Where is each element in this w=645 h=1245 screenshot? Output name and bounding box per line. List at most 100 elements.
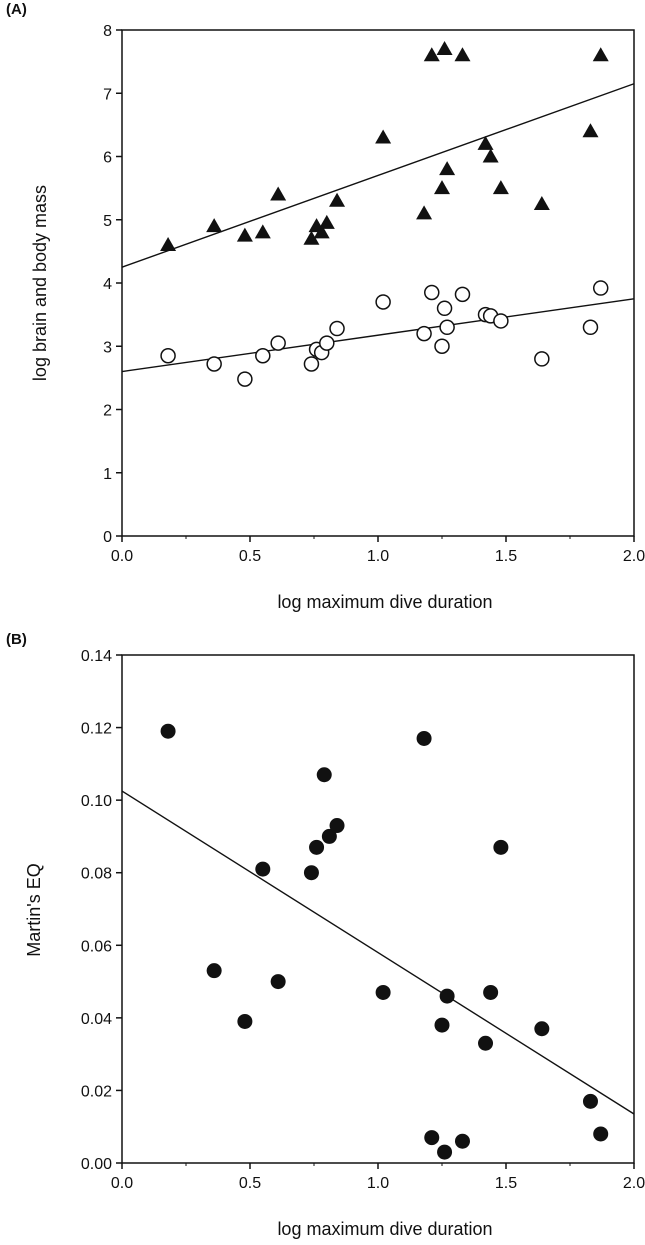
y-tick-label: 4 bbox=[103, 276, 112, 293]
panel-a-label: (A) bbox=[6, 1, 27, 18]
data-point-filled-circle bbox=[439, 988, 455, 1004]
data-point-filled-circle bbox=[329, 818, 345, 834]
x-tick-label: 2.0 bbox=[623, 548, 645, 565]
data-point-triangle bbox=[477, 135, 494, 150]
data-point-open-circle bbox=[434, 338, 450, 354]
data-point-open-circle bbox=[592, 280, 609, 296]
data-point-open-circle bbox=[424, 284, 440, 301]
panel-b-x-axis: 0.0 0.5 1.0 1.5 2.0 bbox=[111, 1163, 645, 1192]
panel-a-points bbox=[160, 40, 609, 387]
data-point-triangle bbox=[160, 237, 177, 252]
data-point-triangle bbox=[416, 205, 433, 220]
data-point-triangle bbox=[329, 192, 346, 207]
data-point-open-circle bbox=[416, 325, 432, 342]
data-point-triangle bbox=[434, 180, 450, 195]
data-point-filled-circle bbox=[255, 861, 271, 877]
y-tick-label: 8 bbox=[103, 23, 112, 40]
data-point-filled-circle bbox=[316, 767, 332, 783]
data-point-open-circle bbox=[493, 313, 509, 329]
data-point-open-circle bbox=[375, 294, 391, 310]
panel-b-y-axis: 0.00 0.02 0.04 0.06 0.08 0.10 0.12 0.14 bbox=[81, 648, 122, 1173]
data-point-open-circle bbox=[303, 356, 320, 372]
data-point-filled-circle bbox=[483, 984, 499, 1000]
data-point-triangle bbox=[439, 161, 456, 176]
data-point-filled-circle bbox=[534, 1021, 550, 1037]
data-point-filled-circle bbox=[309, 839, 325, 855]
data-point-filled-circle bbox=[582, 1093, 598, 1109]
x-tick-label: 1.5 bbox=[495, 548, 517, 565]
data-point-open-circle bbox=[206, 356, 222, 372]
data-point-triangle bbox=[592, 47, 609, 62]
data-point-triangle bbox=[492, 180, 509, 195]
x-tick-label: 0.5 bbox=[239, 548, 261, 565]
data-point-filled-circle bbox=[493, 839, 509, 855]
data-point-open-circle bbox=[255, 347, 271, 364]
data-point-filled-circle bbox=[593, 1126, 609, 1142]
x-tick-label: 1.5 bbox=[495, 1175, 517, 1192]
y-tick-label: 3 bbox=[103, 339, 112, 356]
data-point-triangle bbox=[375, 129, 392, 144]
x-tick-label: 2.0 bbox=[623, 1175, 645, 1192]
x-tick-label: 1.0 bbox=[367, 1175, 389, 1192]
fit-line-open-circle bbox=[121, 298, 635, 373]
data-point-triangle bbox=[436, 40, 453, 55]
data-point-triangle bbox=[270, 186, 287, 201]
data-point-filled-circle bbox=[416, 730, 432, 746]
x-tick-label: 0.0 bbox=[111, 1175, 133, 1192]
data-point-open-circle bbox=[439, 319, 455, 336]
data-point-filled-circle bbox=[437, 1144, 453, 1160]
panel-b-fit-line bbox=[121, 790, 635, 1115]
panel-b-points bbox=[160, 723, 609, 1160]
panel-a-plot-frame bbox=[121, 29, 635, 537]
data-point-open-circle bbox=[237, 371, 253, 387]
data-point-open-circle bbox=[454, 286, 471, 303]
panel-a-fit-lines bbox=[121, 83, 635, 373]
data-point-filled-circle bbox=[303, 865, 319, 881]
data-point-triangle bbox=[236, 227, 253, 242]
data-point-triangle bbox=[423, 47, 440, 62]
data-point-filled-circle bbox=[321, 828, 337, 844]
data-point-triangle bbox=[206, 218, 223, 233]
y-tick-label: 0.10 bbox=[81, 793, 112, 810]
data-point-triangle bbox=[313, 224, 330, 239]
data-point-open-circle bbox=[270, 335, 286, 351]
x-tick-label: 0.5 bbox=[239, 1175, 261, 1192]
data-point-triangle bbox=[482, 148, 499, 163]
panel-a-x-axis-title: log maximum dive duration bbox=[277, 592, 492, 612]
y-tick-label: 0.14 bbox=[81, 648, 112, 665]
y-tick-label: 0.00 bbox=[81, 1156, 112, 1173]
data-point-filled-circle bbox=[478, 1035, 494, 1051]
data-point-filled-circle bbox=[375, 984, 391, 1000]
data-point-triangle bbox=[303, 230, 320, 245]
fit-line-filled-circle bbox=[121, 790, 635, 1115]
y-tick-label: 0.06 bbox=[81, 938, 112, 955]
panel-b-x-axis-title: log maximum dive duration bbox=[277, 1219, 492, 1239]
data-point-triangle bbox=[318, 214, 335, 229]
y-tick-label: 0.02 bbox=[81, 1083, 112, 1100]
data-point-triangle bbox=[582, 123, 599, 138]
data-point-filled-circle bbox=[270, 974, 286, 990]
x-tick-label: 0.0 bbox=[111, 548, 133, 565]
panel-b: (B) log maximum dive duration Martin's E… bbox=[6, 631, 645, 1239]
panel-a-y-axis: 0 1 2 3 4 5 6 7 8 bbox=[103, 23, 122, 546]
data-point-filled-circle bbox=[237, 1013, 253, 1029]
data-point-open-circle bbox=[436, 300, 453, 317]
data-point-filled-circle bbox=[434, 1017, 450, 1033]
panel-b-label: (B) bbox=[6, 631, 27, 648]
y-tick-label: 0.04 bbox=[81, 1011, 112, 1028]
data-point-open-circle bbox=[160, 347, 176, 364]
y-tick-label: 6 bbox=[103, 150, 112, 167]
y-tick-label: 7 bbox=[103, 86, 112, 103]
data-point-filled-circle bbox=[454, 1133, 470, 1149]
data-point-filled-circle bbox=[424, 1130, 440, 1146]
panel-b-plot-frame bbox=[121, 654, 635, 1164]
y-tick-label: 0.12 bbox=[81, 721, 112, 738]
data-point-open-circle bbox=[319, 335, 335, 351]
panel-a-x-axis: 0.0 0.5 1.0 1.5 2.0 bbox=[111, 536, 645, 565]
y-tick-label: 2 bbox=[103, 403, 112, 420]
data-point-open-circle bbox=[534, 351, 550, 367]
panel-a-y-axis-title: log brain and body mass bbox=[30, 185, 50, 381]
panel-b-y-axis-title: Martin's EQ bbox=[24, 863, 44, 956]
y-tick-label: 1 bbox=[103, 466, 112, 483]
